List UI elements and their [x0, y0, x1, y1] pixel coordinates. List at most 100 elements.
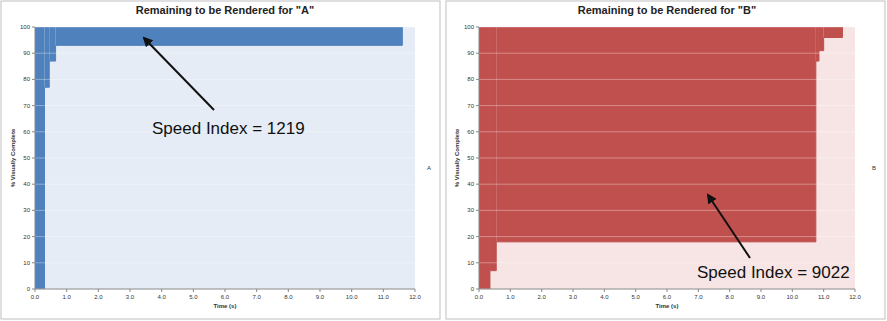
y-tick-label: 20 — [467, 234, 474, 240]
y-tick — [32, 131, 35, 132]
y-tick-label: 90 — [467, 50, 474, 56]
y-tick — [476, 105, 479, 106]
grid-line — [35, 184, 415, 185]
x-tick-label: 2.0 — [94, 294, 103, 300]
remaining-step — [824, 27, 843, 37]
annotation-arrow — [708, 195, 750, 258]
x-tick — [35, 289, 36, 292]
y-tick — [32, 262, 35, 263]
y-tick — [476, 236, 479, 237]
y-tick — [32, 79, 35, 80]
y-tick — [476, 27, 479, 28]
grid-line — [479, 158, 855, 159]
x-tick-label: 7.0 — [252, 294, 261, 300]
y-tick-label: 80 — [23, 76, 30, 82]
x-tick — [351, 289, 352, 292]
legend-entry: B — [872, 165, 876, 171]
x-tick — [98, 289, 99, 292]
x-tick-label: 6.0 — [221, 294, 230, 300]
grid-line — [35, 79, 415, 80]
y-tick-label: 40 — [23, 181, 30, 187]
y-tick — [476, 53, 479, 54]
x-tick — [130, 289, 131, 292]
y-tick — [476, 79, 479, 80]
x-tick — [66, 289, 67, 292]
x-tick — [667, 289, 668, 292]
panel-frame — [446, 1, 885, 319]
x-tick-label: 10.0 — [346, 294, 358, 300]
x-tick-label: 1.0 — [506, 294, 515, 300]
y-axis-label: % Visually Complete — [10, 128, 16, 187]
y-tick-label: 10 — [467, 260, 474, 266]
y-tick — [476, 184, 479, 185]
x-tick — [698, 289, 699, 292]
chart-title: Remaining to be Rendered for "A" — [136, 4, 315, 16]
x-tick — [604, 289, 605, 292]
grid-line — [479, 131, 855, 132]
y-tick-label: 100 — [464, 24, 475, 30]
remaining-step — [49, 27, 55, 61]
x-tick — [792, 289, 793, 292]
grid-line — [35, 53, 415, 54]
x-tick-label: 12.0 — [409, 294, 421, 300]
y-tick-label: 60 — [467, 129, 474, 135]
chart-title: Remaining to be Rendered for "B" — [578, 4, 757, 16]
x-tick-label: 2.0 — [537, 294, 546, 300]
grid-line — [35, 236, 415, 237]
chart-canvas: Remaining to be Rendered for "A" 0 10 20 30 4… — [0, 0, 887, 321]
y-tick-label: 80 — [467, 76, 474, 82]
y-tick-label: 70 — [467, 103, 474, 109]
y-tick — [476, 158, 479, 159]
x-tick-label: 6.0 — [663, 294, 672, 300]
y-tick — [32, 210, 35, 211]
grid-line — [35, 262, 415, 263]
x-tick-label: 4.0 — [157, 294, 166, 300]
x-tick-label: 0.0 — [475, 294, 484, 300]
grid-line — [479, 53, 855, 54]
grid-line — [35, 105, 415, 106]
y-tick — [32, 158, 35, 159]
x-tick-label: 11.0 — [818, 294, 830, 300]
remaining-step — [490, 27, 496, 271]
x-tick — [320, 289, 321, 292]
x-tick — [855, 289, 856, 292]
x-tick — [479, 289, 480, 292]
y-tick-label: 30 — [467, 207, 474, 213]
panel-frame — [1, 1, 440, 319]
x-tick — [823, 289, 824, 292]
x-tick — [573, 289, 574, 292]
x-tick-label: 8.0 — [284, 294, 293, 300]
x-tick — [729, 289, 730, 292]
grid-line — [35, 27, 415, 28]
y-tick-label: 0 — [27, 286, 31, 292]
y-tick-label: 90 — [23, 50, 30, 56]
x-tick — [288, 289, 289, 292]
y-tick-label: 40 — [467, 181, 474, 187]
remaining-step — [56, 27, 403, 45]
y-tick-label: 100 — [20, 24, 31, 30]
y-tick — [476, 131, 479, 132]
grid-line — [479, 210, 855, 211]
x-tick-label: 5.0 — [631, 294, 640, 300]
remaining-step — [45, 27, 50, 87]
y-tick — [476, 262, 479, 263]
x-tick-label: 0.0 — [31, 294, 40, 300]
y-tick-label: 60 — [23, 129, 30, 135]
grid-line — [479, 236, 855, 237]
y-axis-label: % Visually Complete — [454, 128, 460, 187]
x-tick-label: 5.0 — [189, 294, 198, 300]
x-tick — [383, 289, 384, 292]
annotation: Speed Index = 1219 — [152, 119, 305, 138]
x-tick — [161, 289, 162, 292]
remaining-step — [496, 27, 816, 242]
grid-line — [479, 184, 855, 185]
remaining-step — [819, 27, 824, 51]
y-tick-label: 10 — [23, 260, 30, 266]
x-tick — [225, 289, 226, 292]
y-tick — [32, 184, 35, 185]
x-tick — [761, 289, 762, 292]
grid-line — [35, 210, 415, 211]
grid-line — [479, 105, 855, 106]
annotation-arrow — [144, 38, 214, 110]
y-tick — [32, 53, 35, 54]
